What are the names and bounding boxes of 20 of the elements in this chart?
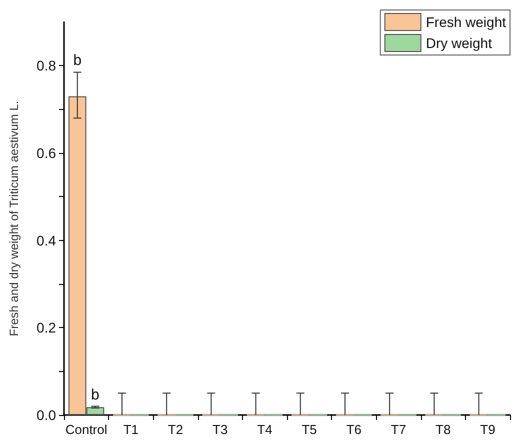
y-tick-label: 0.0 xyxy=(36,407,56,423)
y-tick-label: 0.2 xyxy=(36,320,56,336)
y-tick-label: 0.8 xyxy=(36,58,56,74)
x-tick-label: T3 xyxy=(212,422,228,437)
y-tick-label: 0.6 xyxy=(36,145,56,161)
x-tick-label: T9 xyxy=(480,422,496,437)
x-tick-label: T2 xyxy=(168,422,184,437)
legend-label: Dry weight xyxy=(426,35,492,51)
x-tick-label: Control xyxy=(65,422,108,437)
x-tick-label: T7 xyxy=(390,422,406,437)
x-tick-label: T4 xyxy=(257,422,272,437)
y-tick-label: 0.4 xyxy=(36,232,56,248)
x-tick-label: T1 xyxy=(123,422,138,437)
x-tick-label: T6 xyxy=(346,422,362,437)
annotation: b xyxy=(91,386,100,404)
y-axis-title: Fresh and dry weight of Triticum aestivum L. xyxy=(7,100,21,336)
x-tick-label: T8 xyxy=(436,422,451,437)
x-tick-label: T5 xyxy=(302,422,317,437)
legend-label: Fresh weight xyxy=(426,14,506,30)
annotation: b xyxy=(73,52,82,70)
